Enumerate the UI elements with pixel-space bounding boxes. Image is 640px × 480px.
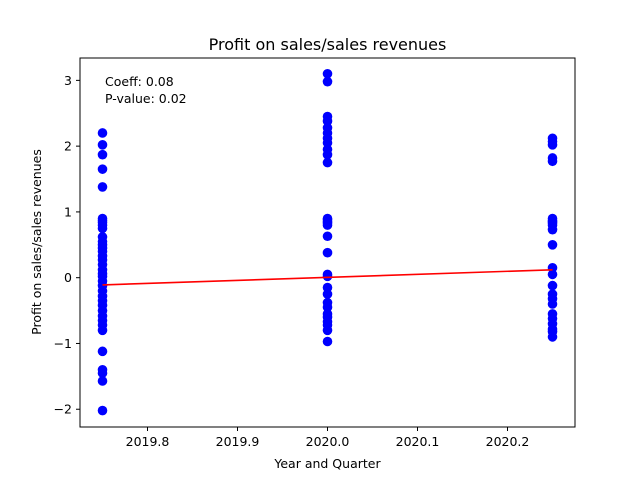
data-point bbox=[322, 289, 333, 299]
y-tick-label: −1 bbox=[54, 336, 72, 351]
data-point bbox=[322, 336, 333, 347]
data-point bbox=[547, 280, 558, 291]
annotation-pvalue: P-value: 0.02 bbox=[105, 91, 187, 106]
annotation-coeff: Coeff: 0.08 bbox=[105, 74, 174, 89]
data-point bbox=[322, 76, 333, 87]
data-point bbox=[322, 247, 333, 258]
data-point bbox=[322, 302, 333, 313]
y-tick-label: 1 bbox=[64, 204, 72, 219]
data-point bbox=[97, 325, 108, 336]
x-tick-label: 2019.8 bbox=[126, 434, 170, 449]
y-tick-label: 3 bbox=[64, 73, 72, 88]
data-point bbox=[97, 140, 108, 150]
data-point bbox=[97, 368, 108, 378]
data-point bbox=[97, 405, 108, 416]
data-point bbox=[322, 271, 333, 282]
x-tick-label: 2019.9 bbox=[216, 434, 260, 449]
data-point bbox=[322, 282, 333, 293]
y-tick-label: −2 bbox=[54, 402, 72, 417]
data-point bbox=[322, 116, 333, 126]
data-point bbox=[322, 220, 333, 230]
data-point bbox=[322, 325, 333, 336]
data-point bbox=[547, 299, 558, 309]
data-point bbox=[97, 164, 108, 174]
data-point bbox=[97, 128, 108, 138]
x-tick-label: 2020.0 bbox=[306, 434, 350, 449]
x-axis-label: Year and Quarter bbox=[273, 456, 381, 471]
data-point bbox=[547, 140, 558, 150]
data-point bbox=[97, 149, 108, 160]
chart-title: Profit on sales/sales revenues bbox=[209, 35, 447, 54]
data-point bbox=[547, 269, 558, 280]
data-point bbox=[97, 223, 108, 234]
data-point bbox=[322, 68, 333, 79]
y-tick-label: 2 bbox=[64, 139, 72, 154]
scatter-points bbox=[97, 68, 558, 416]
data-point bbox=[322, 138, 333, 148]
y-axis-label: Profit on sales/sales revenues bbox=[29, 149, 44, 335]
data-point bbox=[547, 332, 558, 342]
x-tick-label: 2020.2 bbox=[486, 434, 530, 449]
data-point bbox=[547, 224, 558, 235]
data-point bbox=[322, 231, 333, 242]
y-axis-ticks: −2 −1 0 1 2 3 bbox=[54, 73, 80, 417]
data-point bbox=[322, 157, 333, 168]
fit-line-layer bbox=[102, 268, 553, 286]
data-point bbox=[97, 376, 108, 386]
data-point bbox=[547, 240, 558, 250]
x-tick-label: 2020.1 bbox=[396, 434, 440, 449]
data-point bbox=[547, 156, 558, 167]
regression-line bbox=[102, 268, 553, 286]
x-axis-ticks: 2019.8 2019.9 2020.0 2020.1 2020.2 bbox=[126, 427, 530, 449]
y-tick-label: 0 bbox=[64, 270, 72, 285]
data-point bbox=[97, 182, 108, 192]
data-point bbox=[322, 149, 333, 160]
data-point bbox=[97, 346, 108, 357]
